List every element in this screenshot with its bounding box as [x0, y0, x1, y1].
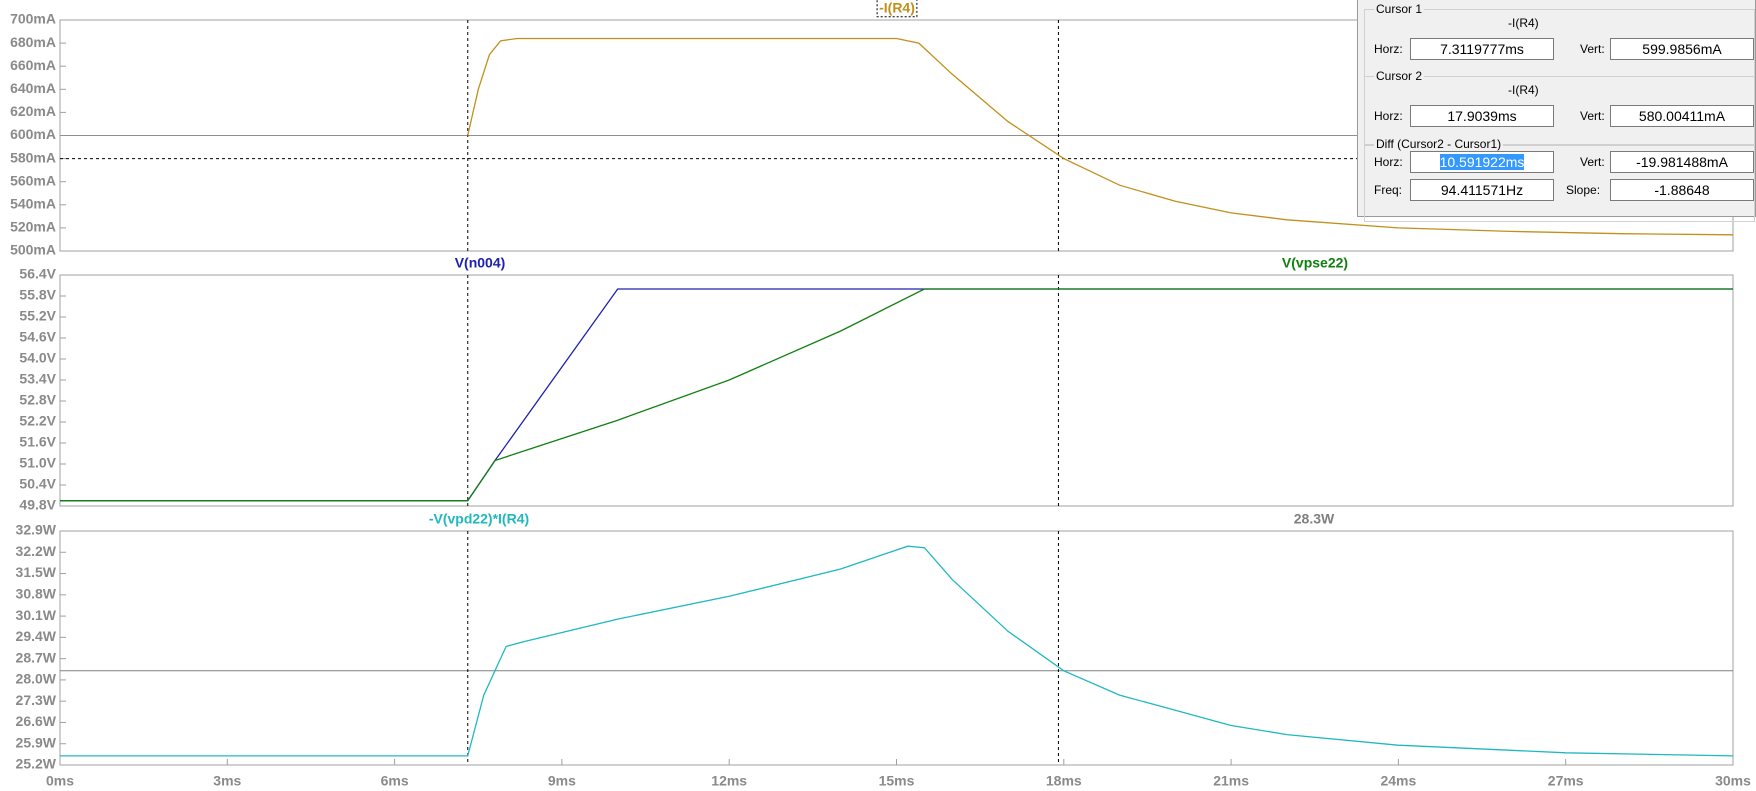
- field-label: Freq:: [1374, 183, 1403, 197]
- freq-field[interactable]: 94.411571Hz: [1410, 179, 1554, 201]
- horz-field[interactable]: 10.591922ms: [1410, 151, 1554, 173]
- horz-field[interactable]: 7.3119777ms: [1410, 38, 1554, 60]
- y-tick-label: 52.8V: [19, 392, 56, 408]
- field-label: Slope:: [1566, 183, 1601, 197]
- y-tick-label: 56.4V: [19, 266, 56, 282]
- trace: [60, 288, 1733, 502]
- y-tick-label: 54.0V: [19, 350, 56, 366]
- plot-frame: [59, 530, 1734, 766]
- horz-field[interactable]: 17.9039ms: [1410, 105, 1554, 127]
- field-label: Horz:: [1374, 42, 1403, 56]
- y-tick-label: 55.8V: [19, 287, 56, 303]
- y-tick-label: 25.2W: [16, 756, 57, 772]
- y-tick-label: 680mA: [10, 34, 56, 50]
- x-tick-label: 27ms: [1548, 773, 1584, 789]
- cursor-window: Cursor 1 -I(R4) Horz: 7.3119777ms Vert: 599.9…: [1357, 0, 1756, 222]
- y-tick-label: 53.4V: [19, 371, 56, 387]
- x-tick-label: 24ms: [1380, 773, 1416, 789]
- y-tick-label: 54.6V: [19, 329, 56, 345]
- x-tick-label: 12ms: [711, 773, 747, 789]
- y-tick-label: 49.8V: [19, 497, 56, 513]
- trace-label: -I(R4): [879, 0, 915, 16]
- trace: [60, 545, 1734, 757]
- y-tick-label: 640mA: [10, 80, 56, 96]
- y-tick-label: 50.4V: [19, 476, 56, 492]
- trace-name: -I(R4): [1508, 83, 1539, 97]
- y-tick-label: 560mA: [10, 172, 56, 188]
- field-label: Vert:: [1580, 42, 1605, 56]
- y-tick-label: 30.1W: [16, 607, 57, 623]
- y-tick-label: 660mA: [10, 57, 56, 73]
- y-tick-label: 32.2W: [16, 543, 57, 559]
- y-tick-label: 31.5W: [16, 564, 57, 580]
- y-tick-label: 30.8W: [16, 586, 57, 602]
- y-tick-label: 55.2V: [19, 308, 56, 324]
- y-tick-label: 28.7W: [16, 649, 57, 665]
- group-title: Diff (Cursor2 - Cursor1): [1374, 137, 1504, 151]
- x-tick-label: 3ms: [213, 773, 241, 789]
- trace-label: V(n004): [455, 255, 506, 271]
- group-title: Cursor 2: [1374, 69, 1425, 83]
- y-tick-label: 32.9W: [16, 522, 57, 538]
- y-tick-label: 620mA: [10, 103, 56, 119]
- y-tick-label: 28.0W: [16, 671, 57, 687]
- x-tick-label: 30ms: [1715, 773, 1751, 789]
- y-tick-label: 26.6W: [16, 713, 57, 729]
- y-tick-label: 580mA: [10, 149, 56, 165]
- vert-field[interactable]: 580.00411mA: [1610, 105, 1754, 127]
- field-label: Horz:: [1374, 155, 1403, 169]
- field-label: Vert:: [1580, 155, 1605, 169]
- slope-field[interactable]: -1.88648: [1610, 179, 1754, 201]
- x-tick-label: 18ms: [1046, 773, 1082, 789]
- plot-frame: [59, 274, 1734, 507]
- field-label: Horz:: [1374, 109, 1403, 123]
- x-tick-label: 15ms: [879, 773, 915, 789]
- trace-label-box: [876, 0, 918, 18]
- y-tick-label: 700mA: [10, 11, 56, 27]
- y-tick-label: 27.3W: [16, 692, 57, 708]
- trace-label: V(vpse22): [1282, 255, 1348, 271]
- y-tick-label: 51.6V: [19, 434, 56, 450]
- y-tick-label: 600mA: [10, 126, 56, 142]
- group-title: Cursor 1: [1374, 2, 1425, 16]
- y-tick-label: 520mA: [10, 219, 56, 235]
- x-tick-label: 9ms: [548, 773, 576, 789]
- group-box: [1364, 144, 1755, 222]
- vert-field[interactable]: 599.9856mA: [1610, 38, 1754, 60]
- y-tick-label: 25.9W: [16, 734, 57, 750]
- selected-text: 10.591922ms: [1439, 154, 1525, 170]
- trace: [467, 37, 1734, 236]
- y-tick-label: 29.4W: [16, 628, 57, 644]
- trace: [60, 288, 1733, 502]
- y-tick-label: 500mA: [10, 242, 56, 258]
- x-tick-label: 0ms: [46, 773, 74, 789]
- y-tick-label: 52.2V: [19, 413, 56, 429]
- trace-name: -I(R4): [1508, 16, 1539, 30]
- trace-label: -V(vpd22)*I(R4): [429, 511, 529, 527]
- y-tick-label: 540mA: [10, 196, 56, 212]
- group-box: [1364, 76, 1755, 146]
- x-tick-label: 6ms: [381, 773, 409, 789]
- field-label: Vert:: [1580, 109, 1605, 123]
- marker-label: 28.3W: [1294, 511, 1335, 527]
- x-tick-label: 21ms: [1213, 773, 1249, 789]
- y-tick-label: 51.0V: [19, 455, 56, 471]
- vert-field[interactable]: -19.981488mA: [1610, 151, 1754, 173]
